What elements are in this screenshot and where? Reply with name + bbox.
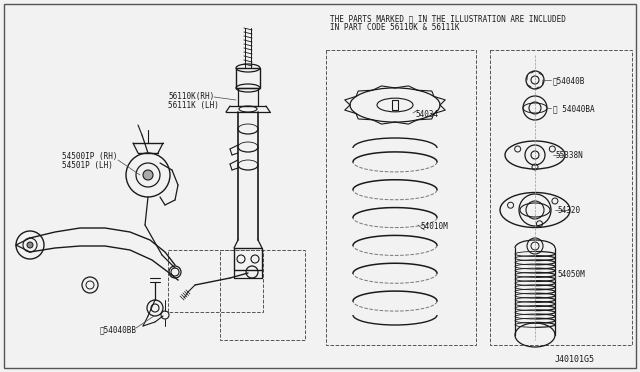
- Bar: [392, 100, 398, 110]
- Text: 54500IP (RH): 54500IP (RH): [62, 152, 118, 161]
- Text: 56110K(RH): 56110K(RH): [168, 92, 214, 101]
- Text: ※ 54040BA: ※ 54040BA: [553, 104, 595, 113]
- Text: 54501P (LH): 54501P (LH): [62, 161, 113, 170]
- Bar: [236, 68, 260, 88]
- Text: 55338N: 55338N: [555, 151, 583, 160]
- Bar: [490, 50, 632, 345]
- Text: 54010M: 54010M: [420, 222, 448, 231]
- Bar: [234, 248, 262, 270]
- Text: 54050M: 54050M: [557, 270, 585, 279]
- Circle shape: [27, 242, 33, 248]
- Text: 54034: 54034: [415, 110, 438, 119]
- Bar: [220, 250, 305, 340]
- Bar: [326, 50, 476, 345]
- Text: 56111K (LH): 56111K (LH): [168, 101, 219, 110]
- Text: ※54040BB: ※54040BB: [100, 325, 137, 334]
- Bar: [238, 88, 258, 106]
- Bar: [168, 250, 263, 312]
- Text: 54320: 54320: [557, 206, 580, 215]
- Text: ※54040B: ※54040B: [553, 76, 586, 85]
- Text: J40101G5: J40101G5: [555, 355, 595, 364]
- Text: THE PARTS MARKED ※ IN THE ILLUSTRATION ARE INCLUDED: THE PARTS MARKED ※ IN THE ILLUSTRATION A…: [330, 14, 566, 23]
- Text: IN PART CODE 56110K & 56111K: IN PART CODE 56110K & 56111K: [330, 23, 460, 32]
- Circle shape: [143, 170, 153, 180]
